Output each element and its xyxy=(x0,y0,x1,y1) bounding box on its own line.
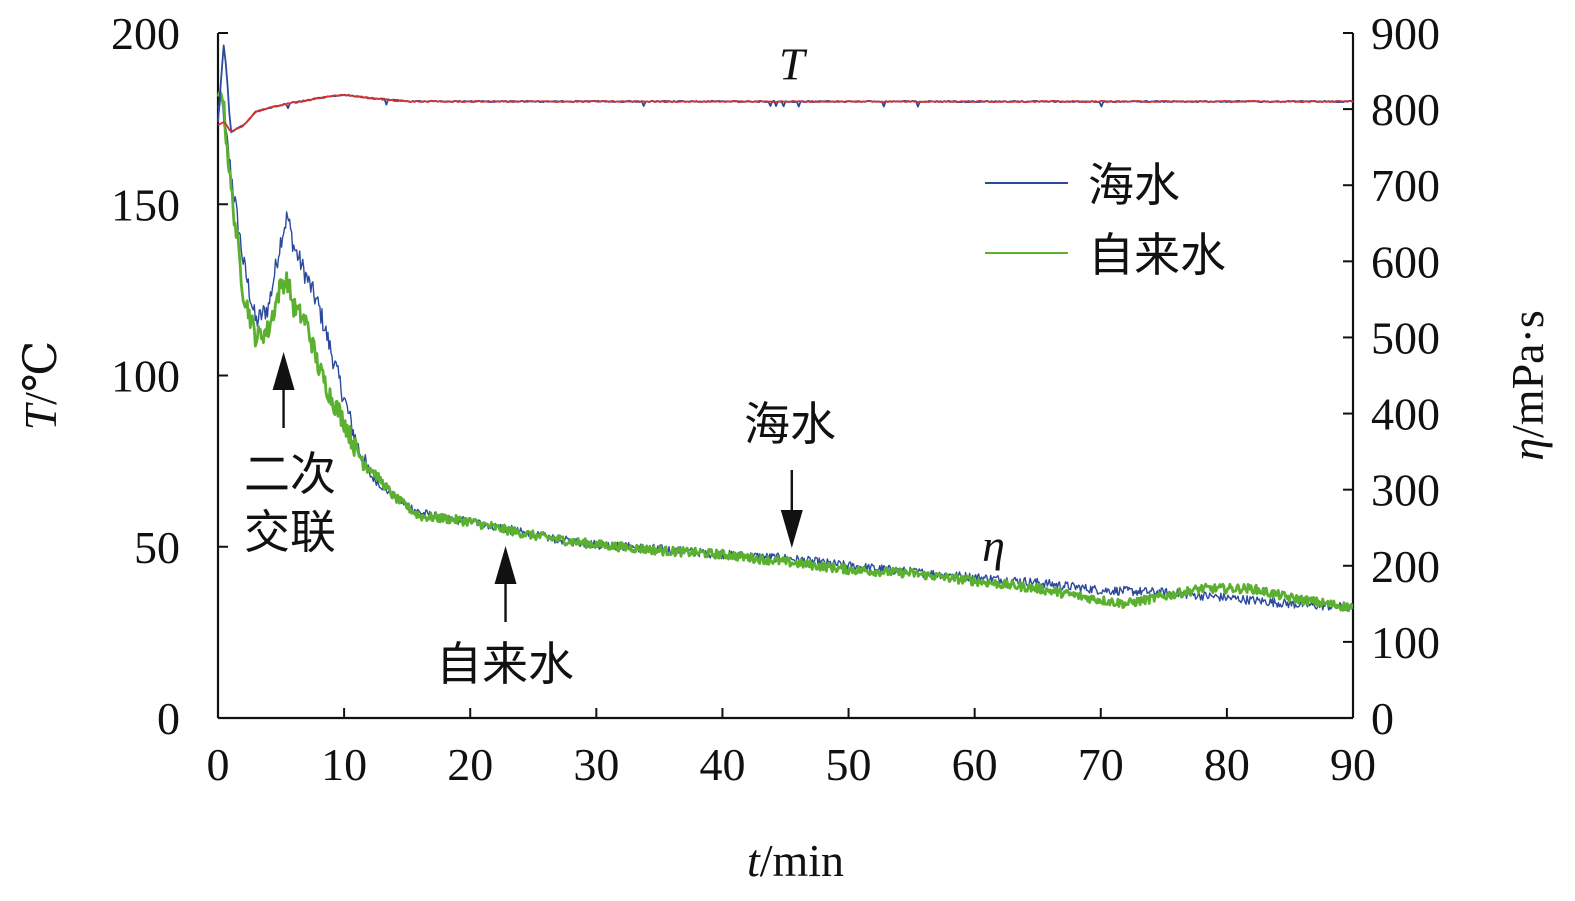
legend-label: 海水 xyxy=(1088,158,1180,212)
y-right-tick-label: 300 xyxy=(1371,465,1440,516)
y-left-axis-label-unit: /℃ xyxy=(15,341,66,405)
y-right-tick-label: 700 xyxy=(1371,160,1440,211)
y-right-tick-label: 600 xyxy=(1371,236,1440,287)
x-tick-label: 10 xyxy=(321,739,367,790)
annotation-arrow-head xyxy=(780,510,803,548)
y-right-tick-label: 200 xyxy=(1371,541,1440,592)
x-axis-label-var: t xyxy=(747,835,761,886)
y-left-tick-label: 150 xyxy=(111,179,180,230)
x-tick-label: 40 xyxy=(699,739,745,790)
x-tick-label: 60 xyxy=(952,739,998,790)
x-axis-label: t/min xyxy=(747,835,844,886)
x-tick-label: 20 xyxy=(447,739,493,790)
annotation-arrow-head xyxy=(272,352,295,390)
series-temperature-tapwater-temp xyxy=(217,93,1354,133)
annotation-text: 海水 xyxy=(744,397,836,451)
x-tick-label: 50 xyxy=(826,739,872,790)
y-right-axis-label-var: η xyxy=(1502,438,1553,461)
axes-group: 0 10 20 30 40 50 60 70 80 90050100150200010020030… xyxy=(111,8,1440,790)
annotation-text: 交联 xyxy=(244,505,336,559)
curve-label-temperature: T xyxy=(779,39,808,90)
y-left-tick-label: 50 xyxy=(134,522,180,573)
y-right-tick-label: 900 xyxy=(1371,8,1440,59)
y-left-tick-label: 0 xyxy=(157,693,180,744)
x-tick-label: 30 xyxy=(573,739,619,790)
y-right-tick-label: 500 xyxy=(1371,312,1440,363)
x-tick-label: 0 xyxy=(207,739,230,790)
y-right-tick-label: 800 xyxy=(1371,84,1440,135)
x-axis-label-unit: /min xyxy=(760,835,844,886)
series-viscosity-seawater xyxy=(217,91,1354,612)
x-tick-label: 90 xyxy=(1330,739,1376,790)
annotation-text: 自来水 xyxy=(436,637,574,691)
y-left-axis-label-var: T xyxy=(15,401,66,430)
x-tick-label: 70 xyxy=(1078,739,1124,790)
y-right-axis-label: η/mPa·s xyxy=(1502,310,1553,461)
y-left-tick-label: 100 xyxy=(111,351,180,402)
y-right-axis-label-unit: /mPa·s xyxy=(1502,310,1553,438)
y-left-axis-label: T/℃ xyxy=(15,341,66,431)
y-right-tick-label: 0 xyxy=(1371,693,1394,744)
series-viscosity-tapwater xyxy=(216,90,1354,613)
legend-label: 自来水 xyxy=(1088,228,1226,282)
annotation-arrow-head xyxy=(494,546,517,584)
curve-label-viscosity: η xyxy=(982,520,1005,571)
y-right-tick-label: 100 xyxy=(1371,617,1440,668)
y-left-tick-label: 200 xyxy=(111,8,180,59)
annotation-text: 二次 xyxy=(244,447,336,501)
series-group xyxy=(216,44,1354,613)
x-tick-label: 80 xyxy=(1204,739,1250,790)
y-right-tick-label: 400 xyxy=(1371,389,1440,440)
